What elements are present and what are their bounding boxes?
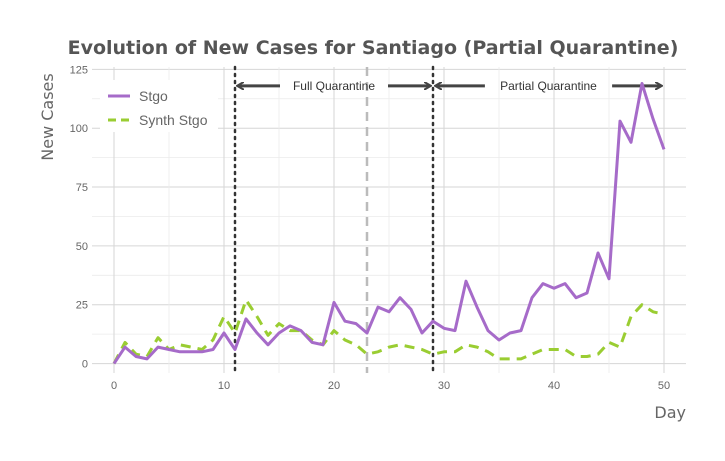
legend-background bbox=[100, 80, 218, 132]
y-tick-label: 75 bbox=[76, 182, 88, 194]
x-tick-label: 30 bbox=[438, 380, 450, 392]
series-layer bbox=[112, 82, 666, 365]
annotations: Full Quarantine Partial Quarantine bbox=[238, 79, 661, 93]
x-tick-label: 10 bbox=[218, 380, 230, 392]
tick-labels: 0 10 20 30 40 50 0 25 50 75 100 125 bbox=[70, 64, 670, 392]
annotation-label: Partial Quarantine bbox=[500, 79, 597, 93]
y-tick-label: 50 bbox=[76, 241, 88, 253]
legend: Stgo Synth Stgo bbox=[100, 80, 218, 132]
x-tick-label: 50 bbox=[658, 380, 670, 392]
legend-label: Synth Stgo bbox=[139, 112, 208, 128]
chart-title: Evolution of New Cases for Santiago (Par… bbox=[68, 37, 679, 59]
y-tick-label: 100 bbox=[70, 123, 88, 135]
series-line-synth-stgo bbox=[112, 298, 665, 365]
x-tick-label: 20 bbox=[328, 380, 340, 392]
x-axis-title: Day bbox=[654, 403, 686, 422]
annotation-label: Full Quarantine bbox=[293, 79, 375, 93]
legend-label: Stgo bbox=[139, 88, 168, 104]
y-tick-label: 125 bbox=[70, 64, 88, 76]
series-line-stgo bbox=[112, 82, 666, 365]
x-tick-label: 40 bbox=[548, 380, 560, 392]
y-axis-title: New Cases bbox=[38, 73, 57, 160]
y-tick-label: 0 bbox=[82, 359, 88, 371]
y-tick-label: 25 bbox=[76, 300, 88, 312]
x-tick-label: 0 bbox=[111, 380, 117, 392]
